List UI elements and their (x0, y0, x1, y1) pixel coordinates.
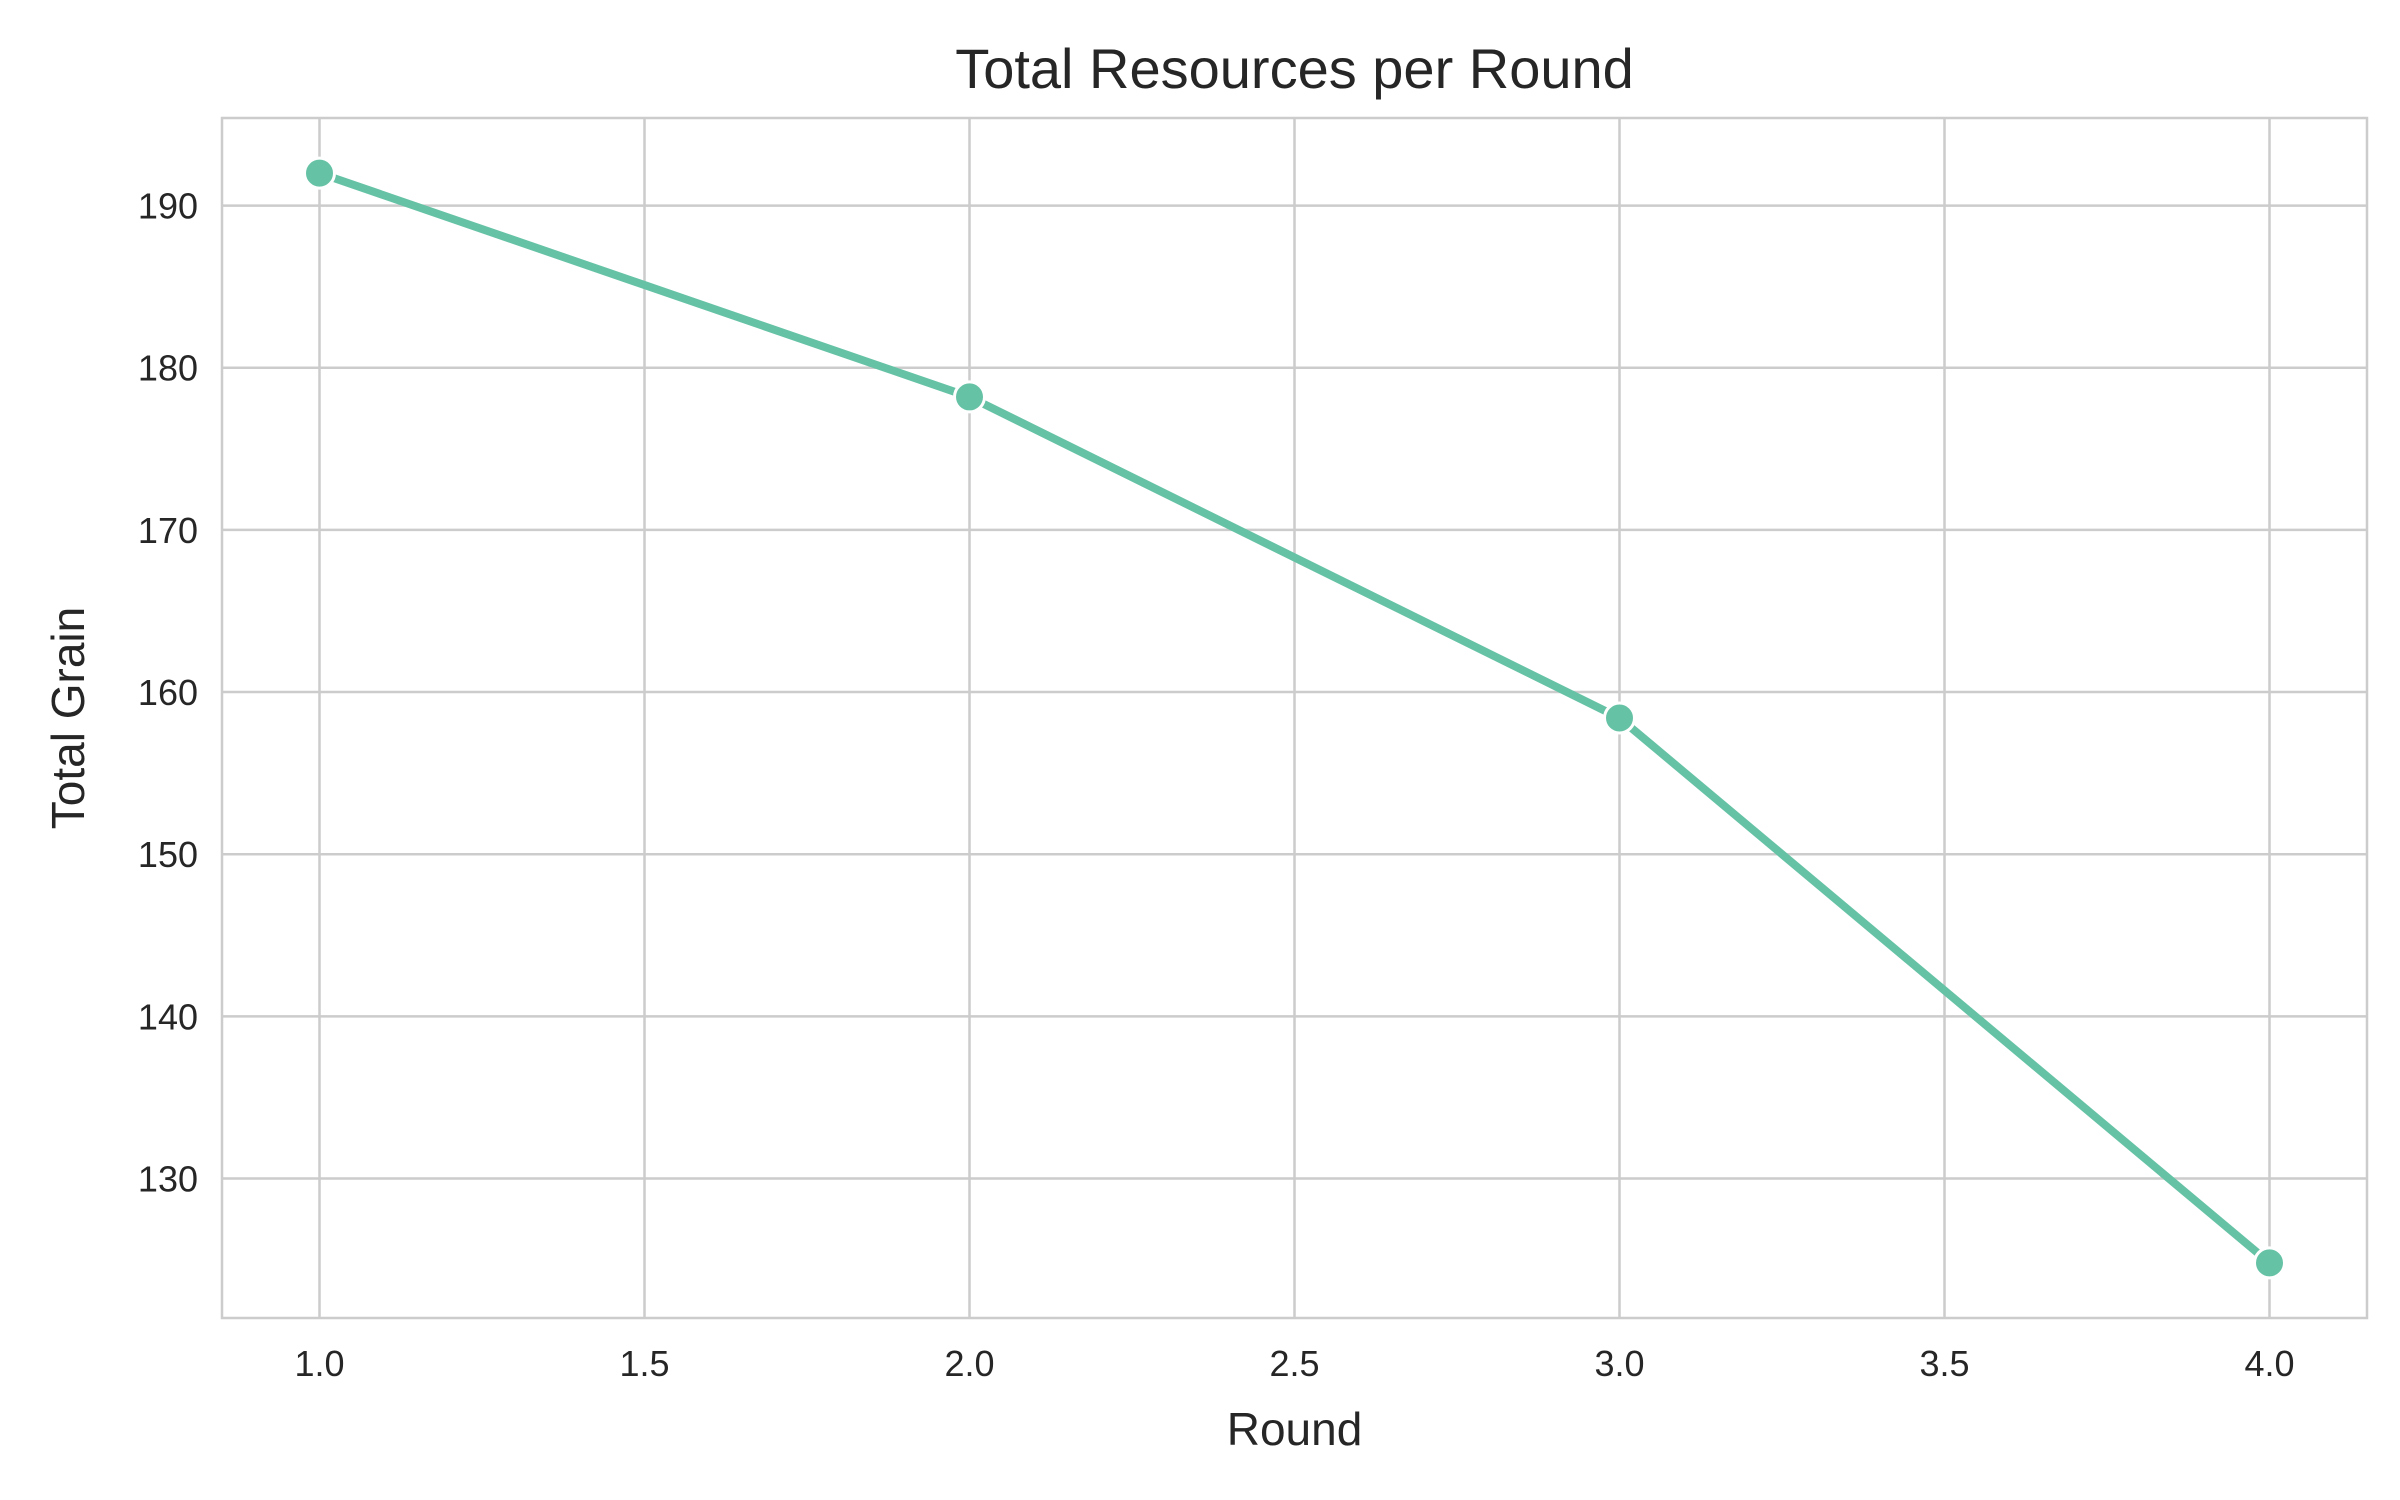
x-tick-label: 1.0 (294, 1343, 344, 1384)
data-point (2255, 1248, 2285, 1278)
x-tick-label: 1.5 (619, 1343, 669, 1384)
data-point (1605, 703, 1635, 733)
x-tick-label: 3.5 (1919, 1343, 1969, 1384)
data-point (955, 382, 985, 412)
y-tick-labels: 130 140 150 160 170 180 190 (138, 186, 198, 1200)
y-tick-label: 180 (138, 348, 198, 389)
x-tick-label: 2.0 (944, 1343, 994, 1384)
x-axis-label: Round (1227, 1403, 1363, 1455)
x-tick-label: 2.5 (1269, 1343, 1319, 1384)
x-tick-label: 4.0 (2244, 1343, 2294, 1384)
grid (222, 118, 2367, 1318)
x-tick-labels: 1.0 1.5 2.0 2.5 3.0 3.5 4.0 (294, 1343, 2294, 1384)
chart-title: Total Resources per Round (955, 37, 1634, 100)
y-tick-label: 150 (138, 834, 198, 875)
y-tick-label: 130 (138, 1159, 198, 1200)
y-axis-label: Total Grain (42, 607, 94, 829)
data-point (305, 158, 335, 188)
y-tick-label: 140 (138, 996, 198, 1037)
x-tick-label: 3.0 (1594, 1343, 1644, 1384)
y-tick-label: 190 (138, 186, 198, 227)
y-tick-label: 170 (138, 510, 198, 551)
y-tick-label: 160 (138, 672, 198, 713)
